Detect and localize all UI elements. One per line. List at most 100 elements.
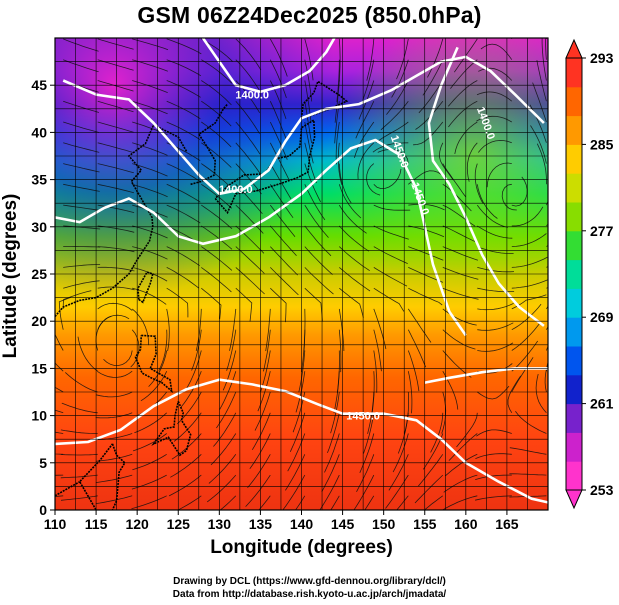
- colorbar-swatch: [566, 374, 582, 405]
- streamline: [132, 38, 169, 51]
- streamline: [454, 121, 478, 154]
- streamline: [334, 80, 340, 123]
- streamline: [511, 206, 544, 227]
- streamline: [408, 287, 443, 306]
- streamline: [63, 121, 100, 133]
- streamline: [63, 264, 101, 268]
- streamline: [475, 453, 512, 459]
- streamline: [339, 267, 371, 292]
- coastline: [55, 123, 188, 318]
- streamline: [63, 38, 99, 52]
- streamline: [501, 183, 517, 211]
- streamline: [304, 101, 312, 144]
- colorbar-swatch: [566, 144, 582, 174]
- streamline: [60, 429, 98, 434]
- streamline: [511, 340, 539, 372]
- streamline: [270, 246, 298, 276]
- streamline: [55, 453, 64, 455]
- streamline: [443, 474, 478, 493]
- streamline: [357, 142, 375, 180]
- streamline: [97, 121, 134, 133]
- streamline: [427, 38, 444, 78]
- height-contour: [201, 38, 336, 94]
- streamline: [546, 38, 547, 39]
- streamline: [338, 329, 342, 373]
- streamline: [477, 225, 513, 239]
- streamline: [476, 204, 508, 228]
- streamline: [442, 225, 478, 243]
- streamline: [511, 233, 547, 247]
- streamline: [258, 495, 271, 510]
- streamline: [515, 410, 547, 434]
- streamline: [511, 357, 534, 393]
- streamline: [477, 246, 514, 254]
- streamline: [269, 38, 288, 77]
- colorbar-frame: [565, 57, 583, 491]
- streamline: [391, 59, 409, 98]
- y-tick-label: 40: [31, 124, 47, 140]
- streamline: [321, 454, 340, 492]
- coastline: [78, 443, 126, 510]
- streamline: [304, 184, 326, 221]
- streamline: [103, 350, 133, 366]
- streamline: [338, 308, 345, 352]
- colorbar-swatch: [566, 58, 582, 88]
- streamline: [430, 412, 444, 453]
- streamline: [447, 80, 478, 107]
- height-contour: [55, 378, 548, 504]
- streamline: [354, 121, 375, 159]
- streamline: [132, 100, 168, 115]
- x-tick-label: 140: [290, 516, 314, 532]
- streamline: [208, 454, 237, 484]
- streamline: [442, 246, 479, 261]
- y-tick-label: 30: [31, 219, 47, 235]
- streamline: [140, 371, 168, 402]
- streamline: [201, 287, 222, 320]
- streamline: [134, 412, 167, 434]
- streamline: [423, 495, 444, 510]
- streamline: [235, 163, 262, 195]
- streamline: [229, 308, 237, 351]
- streamline: [448, 433, 478, 461]
- streamline: [438, 142, 454, 180]
- streamline: [336, 59, 340, 103]
- streamline: [166, 100, 201, 120]
- streamline: [362, 59, 375, 101]
- streamline: [61, 402, 98, 414]
- streamline: [511, 176, 528, 207]
- streamline: [476, 429, 512, 437]
- x-tick-label: 115: [85, 516, 108, 532]
- streamline: [336, 350, 340, 393]
- colorbar-swatch: [566, 346, 582, 376]
- streamline: [270, 287, 287, 323]
- streamline: [330, 391, 340, 434]
- streamline: [364, 495, 375, 510]
- colorbar-swatch: [566, 230, 582, 261]
- streamline: [95, 453, 133, 462]
- streamline: [55, 409, 64, 414]
- streamline: [166, 80, 201, 98]
- streamline: [442, 495, 478, 510]
- streamline: [441, 391, 447, 434]
- colorbar-tick-label: 253: [590, 482, 614, 498]
- streamline: [63, 246, 101, 248]
- streamline: [235, 204, 264, 234]
- streamline: [191, 329, 202, 371]
- streamline: [418, 80, 444, 114]
- streamline: [166, 246, 200, 267]
- colorbar-top-arrow: [565, 38, 583, 59]
- streamline: [486, 162, 512, 188]
- streamline: [285, 454, 306, 491]
- streamline: [422, 59, 444, 96]
- streamline: [219, 495, 237, 510]
- streamline: [475, 474, 512, 480]
- streamline: [509, 447, 547, 455]
- streamline: [536, 60, 547, 102]
- streamline: [442, 204, 476, 227]
- streamline: [407, 308, 432, 343]
- streamline: [60, 474, 98, 479]
- streamline: [265, 308, 271, 352]
- streamline: [442, 308, 477, 326]
- streamline: [97, 38, 134, 50]
- streamline: [511, 279, 548, 289]
